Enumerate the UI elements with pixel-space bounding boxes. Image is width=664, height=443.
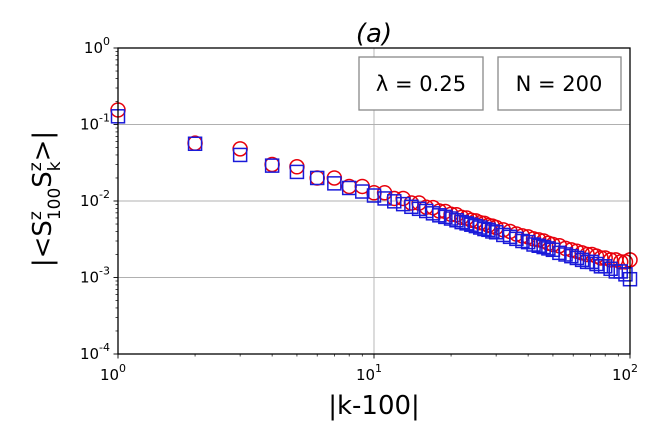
chart-title: (a)	[356, 19, 392, 49]
y-axis-title: |<Sz100Szk>|	[26, 131, 65, 267]
lambda-annotation: λ = 0.25	[376, 72, 466, 96]
square-marker	[387, 194, 402, 209]
square-marker	[564, 248, 579, 264]
square-marker	[454, 214, 469, 230]
square-marker	[515, 233, 530, 249]
x-axis-title: |k-100|	[328, 391, 420, 421]
series-square	[110, 109, 638, 287]
x-tick-label: 101	[356, 362, 382, 384]
square-marker	[232, 147, 248, 163]
lambda-annotation-box: λ = 0.25	[358, 56, 484, 111]
n-box-frame	[497, 56, 622, 111]
y-tick-label: 10-1	[80, 112, 110, 134]
square-marker	[541, 241, 556, 256]
square-marker	[536, 239, 551, 255]
square-marker	[449, 213, 464, 228]
y-tick-label: 10-4	[80, 341, 110, 363]
square-marker	[531, 238, 546, 254]
square-marker	[472, 220, 488, 235]
square-marker	[289, 164, 305, 180]
x-tick-label: 100	[100, 362, 126, 384]
square-marker	[187, 136, 203, 152]
square-marker	[443, 211, 459, 226]
square-marker	[355, 184, 370, 199]
y-tick-label: 10-2	[80, 188, 110, 210]
square-marker	[395, 196, 411, 212]
square-marker	[438, 209, 453, 225]
square-marker	[613, 264, 628, 279]
square-marker	[485, 224, 500, 239]
square-marker	[574, 252, 590, 268]
square-marker	[309, 170, 325, 186]
square-marker	[377, 191, 392, 206]
square-marker	[477, 221, 492, 237]
square-marker	[481, 222, 496, 238]
y-tick-label: 10-3	[80, 265, 110, 287]
square-marker	[520, 234, 536, 250]
square-marker	[597, 259, 613, 274]
square-marker	[327, 176, 342, 191]
square-marker	[404, 199, 419, 215]
x-tick-label: 102	[612, 362, 638, 384]
axis-ticks: 100 101 102 10-4 10-3 10-2 10-1 100	[80, 35, 638, 384]
square-marker	[366, 188, 382, 203]
y-tick-label: 100	[84, 35, 110, 57]
square-marker	[618, 267, 633, 282]
data-markers	[110, 102, 638, 287]
n-annotation-box: N = 200	[497, 56, 622, 111]
svg-text:|<Sz100Szk>|: |<Sz100Szk>|	[26, 131, 65, 267]
square-marker	[526, 237, 541, 252]
square-marker	[569, 250, 585, 266]
square-marker	[589, 256, 604, 272]
lambda-box-frame	[358, 56, 484, 111]
n-annotation: N = 200	[516, 72, 603, 96]
square-marker	[603, 261, 618, 277]
square-marker	[264, 158, 280, 173]
